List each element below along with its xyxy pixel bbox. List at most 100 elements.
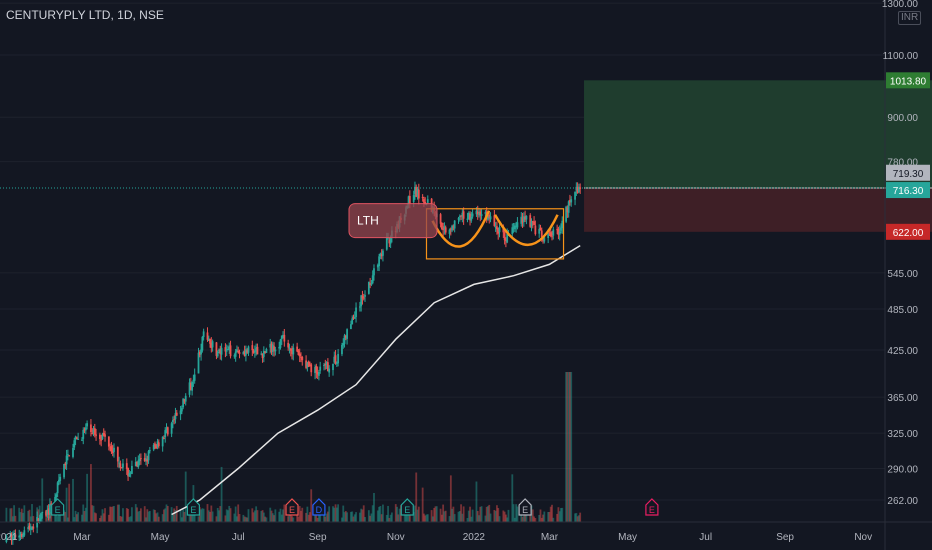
candle-body [489, 216, 492, 220]
volume-bar [451, 508, 454, 522]
candle-body [122, 463, 124, 468]
volume-bar [166, 506, 169, 522]
volume-bar [337, 504, 340, 522]
candle-body [41, 511, 44, 513]
candle-body [82, 429, 85, 439]
earnings-marker-label: E [55, 505, 61, 515]
volume-bar [380, 514, 383, 522]
volume-bar [287, 516, 290, 522]
candle-body [412, 195, 415, 202]
candle-body [288, 347, 291, 349]
volume-bar [513, 517, 516, 522]
candle-body [282, 334, 284, 337]
volume-bar [233, 513, 236, 522]
price-tick-label: 325.00 [887, 429, 918, 440]
volume-bar [358, 512, 361, 522]
currency-badge[interactable]: INR [898, 11, 922, 25]
volume-bar [191, 513, 194, 522]
candle-body [504, 240, 507, 242]
volume-bar [155, 513, 158, 522]
candle-body [137, 460, 140, 467]
candle-body [55, 494, 58, 498]
candle-body [84, 427, 87, 431]
candle-body [138, 459, 141, 462]
volume-bar [529, 511, 532, 522]
volume-bar [278, 511, 281, 522]
candle-body [444, 227, 447, 233]
candle-body [467, 213, 470, 220]
volume-bar [569, 372, 571, 522]
lth-label-box [348, 203, 438, 239]
volume-bar [367, 510, 370, 522]
candle-body [11, 537, 14, 540]
volume-bar [288, 513, 291, 522]
volume-bar [326, 511, 329, 522]
volume-bar [216, 507, 219, 522]
volume-bar [146, 509, 149, 522]
candle-body [487, 216, 489, 220]
candle-body [522, 216, 525, 222]
candle-body [452, 226, 455, 228]
volume-bar [538, 514, 541, 522]
candle-body [50, 503, 53, 505]
candle-body [565, 206, 567, 222]
candle-body [131, 465, 133, 474]
candle-body [251, 345, 254, 351]
volume-bar [93, 512, 96, 522]
candle-body [557, 228, 560, 235]
candle-body [102, 432, 105, 436]
candle-body [118, 462, 121, 464]
volume-bar [424, 515, 427, 522]
time-tick-label: Sep [309, 532, 327, 543]
volume-bar [373, 492, 375, 522]
volume-bar [344, 511, 347, 522]
volume-bars [5, 372, 582, 522]
candle-body [237, 350, 240, 353]
candle-body [156, 441, 159, 448]
candle-body [575, 186, 578, 191]
volume-bar [265, 517, 268, 522]
candle-body [334, 355, 337, 364]
volume-bar [256, 510, 259, 522]
candle-body [424, 201, 427, 204]
candle-body [273, 346, 275, 351]
time-axis: 2021 Mar May Jul Sep Nov 2022 Mar May Jul Sep Nov [0, 521, 932, 543]
candle-body [370, 283, 373, 285]
candle-body [521, 218, 524, 223]
candle-body [120, 467, 123, 469]
volume-bar [516, 506, 519, 522]
volume-bar [247, 509, 250, 522]
volume-bar [449, 475, 452, 522]
candle-body [512, 227, 515, 229]
volume-bar [63, 510, 65, 522]
volume-bar [352, 516, 355, 522]
volume-bar [578, 515, 580, 522]
volume-bar [215, 516, 218, 522]
volume-bar [310, 489, 313, 522]
volume-bar [476, 511, 479, 522]
volume-bar [531, 509, 534, 522]
candle-body [262, 350, 265, 357]
candle-body [202, 331, 205, 338]
candle-body [220, 347, 223, 355]
volume-bar [18, 507, 21, 522]
volume-bar [487, 506, 489, 522]
candle-body [172, 419, 174, 423]
candle-body [326, 362, 329, 372]
volume-bar [458, 511, 461, 522]
volume-bar [234, 506, 237, 522]
candle-body [182, 398, 185, 408]
volume-bar [173, 508, 176, 522]
candle-body [380, 254, 383, 257]
volume-bar [116, 504, 119, 522]
candle-body [371, 275, 374, 284]
volume-bar [480, 506, 483, 522]
candle-body [210, 342, 213, 348]
volume-bar [14, 515, 17, 522]
stop-price-badge-box [886, 223, 930, 240]
volume-bar [425, 514, 428, 522]
volume-bar [369, 515, 372, 522]
candle-body [332, 363, 334, 371]
candle-body [165, 428, 168, 430]
